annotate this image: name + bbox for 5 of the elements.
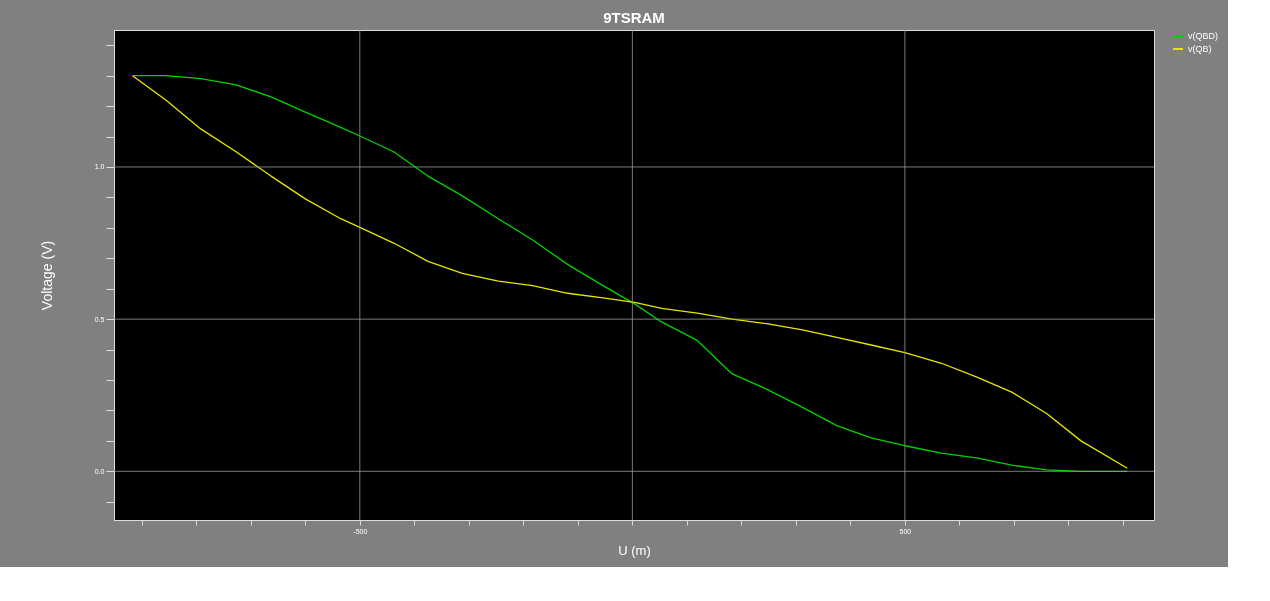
y-axis-title: Voltage (V) [38, 240, 55, 311]
legend-label: v(QB) [1188, 44, 1212, 54]
legend-label: v(QBD) [1188, 31, 1218, 41]
chart-title: 9TSRAM [603, 8, 665, 26]
x-axis-title: U (m) [618, 542, 651, 558]
